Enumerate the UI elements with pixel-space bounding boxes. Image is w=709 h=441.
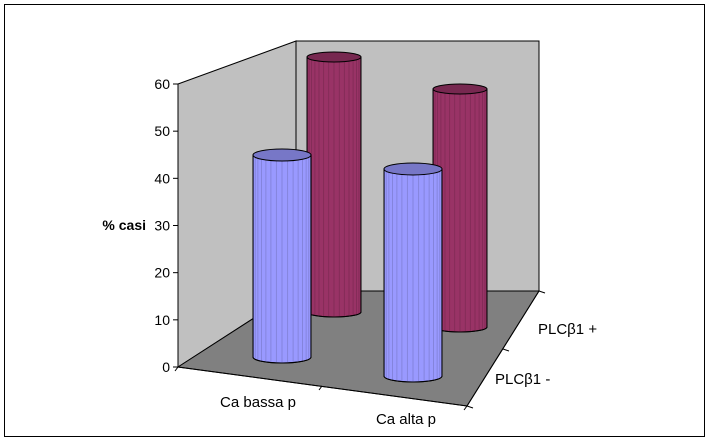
category-tick-1	[318, 385, 323, 391]
cylinder-s0-c1	[383, 162, 443, 383]
series-label-0: PLCβ1 -	[495, 371, 550, 388]
cylinder-top	[383, 162, 443, 176]
series-tick-1	[502, 348, 510, 352]
y-tick-label-0: 0	[162, 359, 170, 375]
y-tick-label-3: 30	[154, 218, 170, 234]
category-axis-line	[177, 366, 468, 407]
cylinder-s0-c0	[252, 148, 312, 364]
chart-border	[4, 4, 705, 437]
y-axis-title: % casi	[102, 217, 146, 233]
category-label-0: Ca bassa p	[220, 394, 296, 411]
series-tick-0	[466, 405, 474, 409]
cylinder-s1-c0	[306, 51, 362, 318]
cylinder-base-edge	[252, 356, 312, 364]
series-axis-line	[466, 290, 540, 407]
cylinder-top	[432, 83, 488, 95]
cylinder-s1-c1	[432, 83, 488, 333]
category-tick-0	[174, 366, 179, 372]
cylinder-top	[306, 51, 362, 63]
y-tick-label-4: 40	[154, 170, 170, 186]
y-tick-label-5: 50	[154, 123, 170, 139]
y-tick-label-1: 10	[154, 312, 170, 328]
cylinder-top	[252, 148, 312, 162]
y-tick-label-6: 60	[154, 76, 170, 92]
category-tick-2	[463, 405, 468, 411]
cylinder-base-edge	[383, 375, 443, 383]
category-label-1: Ca alta p	[376, 411, 436, 428]
y-tick-label-2: 20	[154, 265, 170, 281]
series-tick-2	[538, 290, 546, 294]
series-label-1: PLCβ1 +	[538, 321, 597, 338]
